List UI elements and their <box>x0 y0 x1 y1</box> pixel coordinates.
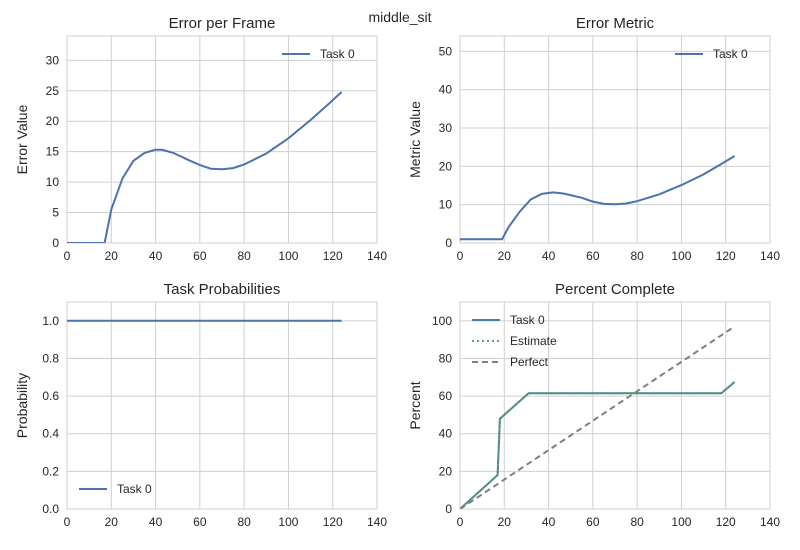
chart-metric: 0 20 40 60 80 100 120 140 0 10 20 30 40 50 Error Metri… <box>407 15 780 263</box>
y-tick-label: 20 <box>439 464 453 478</box>
x-tick-label: 80 <box>630 515 644 529</box>
x-tick-label: 60 <box>586 515 600 529</box>
y-axis-label: Probability <box>14 373 30 438</box>
series-line-task-0 <box>460 155 736 241</box>
y-tick-label: 15 <box>46 145 60 159</box>
x-tick-label: 120 <box>716 249 736 263</box>
chart-title: Percent Complete <box>555 281 675 298</box>
x-tick-label: 100 <box>278 249 298 263</box>
x-tick-label: 80 <box>630 249 644 263</box>
x-tick-label: 0 <box>457 515 464 529</box>
y-tick-label: 10 <box>46 175 60 189</box>
y-tick-label: 20 <box>439 159 453 173</box>
y-tick-label: 0.4 <box>42 427 59 441</box>
legend: Task 0 Estimate Perfect <box>472 313 557 369</box>
y-tick-label: 80 <box>439 351 453 365</box>
y-tick-label: 50 <box>439 44 453 58</box>
axes-frame <box>459 301 771 510</box>
x-tick-label: 20 <box>105 515 119 529</box>
x-tick-label: 60 <box>193 515 207 529</box>
y-tick-label: 0.0 <box>42 502 59 516</box>
series-line-perfect <box>460 325 736 509</box>
figure-suptitle: middle_sit <box>368 9 431 25</box>
legend-label: Task 0 <box>713 47 748 61</box>
x-tick-label: 20 <box>105 249 119 263</box>
legend-label: Estimate <box>510 334 557 348</box>
y-tick-label: 1.0 <box>42 314 59 328</box>
y-tick-label: 30 <box>439 121 453 135</box>
x-tick-label: 40 <box>542 249 556 263</box>
y-axis-label: Percent <box>407 381 423 429</box>
y-tick-label: 0.8 <box>42 351 59 365</box>
y-tick-label: 100 <box>432 314 452 328</box>
x-tick-label: 40 <box>149 249 163 263</box>
chart-probs: 0 20 40 60 80 100 120 140 0.0 0.2 0.4 0.6 0.8 1.0 Task… <box>14 281 387 529</box>
legend-label: Task 0 <box>510 313 545 327</box>
x-tick-label: 120 <box>716 515 736 529</box>
y-tick-label: 30 <box>46 53 60 67</box>
legend-label: Perfect <box>510 355 549 369</box>
y-tick-label: 0.2 <box>42 464 59 478</box>
chart-title: Task Probabilities <box>164 281 281 298</box>
x-tick-label: 120 <box>323 515 343 529</box>
x-tick-label: 100 <box>671 249 691 263</box>
x-tick-label: 0 <box>457 249 464 263</box>
chart-pct: 0 20 40 60 80 100 120 140 0 20 40 60 80 100 Percent Co… <box>407 281 780 529</box>
x-tick-label: 60 <box>586 249 600 263</box>
legend-label: Task 0 <box>117 482 152 496</box>
legend: Task 0 <box>282 47 355 61</box>
y-tick-label: 40 <box>439 427 453 441</box>
y-axis-label: Error Value <box>14 104 30 174</box>
x-tick-label: 20 <box>498 249 512 263</box>
axes-frame <box>66 301 378 510</box>
series-line-task-0 <box>67 91 343 243</box>
x-tick-label: 120 <box>323 249 343 263</box>
chart-title: Error per Frame <box>169 15 276 32</box>
axes-frame <box>459 35 771 244</box>
legend: Task 0 <box>79 482 152 496</box>
x-tick-label: 140 <box>367 515 387 529</box>
y-tick-label: 40 <box>439 83 453 97</box>
x-tick-label: 40 <box>149 515 163 529</box>
x-tick-label: 100 <box>278 515 298 529</box>
y-tick-label: 0 <box>445 502 452 516</box>
x-tick-label: 60 <box>193 249 207 263</box>
x-tick-label: 40 <box>542 515 556 529</box>
y-tick-label: 0 <box>52 236 59 250</box>
legend-label: Task 0 <box>320 47 355 61</box>
x-tick-label: 80 <box>237 249 251 263</box>
x-tick-label: 0 <box>64 515 71 529</box>
chart-title: Error Metric <box>576 15 655 32</box>
y-tick-label: 60 <box>439 389 453 403</box>
axes-frame <box>66 35 378 244</box>
x-tick-label: 0 <box>64 249 71 263</box>
x-tick-label: 100 <box>671 515 691 529</box>
y-axis-label: Metric Value <box>407 101 423 178</box>
y-tick-label: 0.6 <box>42 389 59 403</box>
y-tick-label: 25 <box>46 84 60 98</box>
chart-error: 0 20 40 60 80 100 120 140 0 5 10 15 20 25 30 Error per … <box>14 15 387 263</box>
legend: Task 0 <box>675 47 748 61</box>
x-tick-label: 140 <box>760 515 780 529</box>
x-tick-label: 20 <box>498 515 512 529</box>
y-tick-label: 20 <box>46 114 60 128</box>
y-tick-label: 5 <box>52 206 59 220</box>
x-tick-label: 140 <box>760 249 780 263</box>
y-tick-label: 0 <box>445 236 452 250</box>
series-line-estimate <box>460 381 736 509</box>
series-line-task-0 <box>460 381 736 509</box>
x-tick-label: 80 <box>237 515 251 529</box>
y-tick-label: 10 <box>439 198 453 212</box>
x-tick-label: 140 <box>367 249 387 263</box>
